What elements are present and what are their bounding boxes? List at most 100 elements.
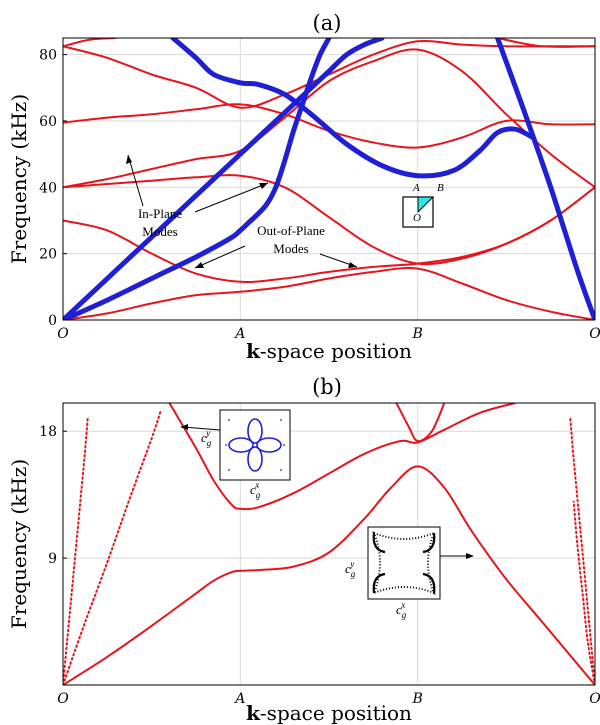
inset2-ylabel-sub: g bbox=[351, 569, 356, 579]
inset1-xlabel-c: c bbox=[250, 482, 256, 497]
inset1-scatter-dots bbox=[225, 419, 285, 471]
inset1-dot bbox=[280, 419, 282, 421]
out-of-plane-label-line2: Modes bbox=[273, 241, 308, 256]
inset1-lobe-bottom bbox=[247, 446, 263, 472]
inset1-lobe-left bbox=[228, 437, 254, 453]
inset1-lobe-top bbox=[247, 418, 263, 444]
inset1-arrow bbox=[182, 426, 221, 431]
x-tick-label: O bbox=[57, 326, 69, 342]
panel-a-curves bbox=[63, 38, 595, 320]
inset1-lobes bbox=[228, 418, 282, 472]
inset1-dot bbox=[283, 444, 285, 446]
out-of-plane-arrowhead-1 bbox=[195, 262, 204, 268]
inset1-xlabel-sub: g bbox=[256, 490, 261, 500]
inset2-xlabel-sub: g bbox=[402, 610, 407, 620]
in-plane-branch bbox=[495, 38, 595, 320]
inset-irreducible-zone bbox=[417, 196, 435, 214]
inset2-ylabel-sup: y bbox=[349, 559, 354, 569]
inset1-arrowhead bbox=[180, 424, 188, 430]
inset1-dot bbox=[225, 444, 227, 446]
panel-b-axes-frame bbox=[62, 402, 596, 686]
y-tick-label: 18 bbox=[39, 424, 57, 440]
in-plane-label-line1: In-Plane bbox=[138, 206, 182, 221]
out-of-plane-branch bbox=[497, 38, 595, 48]
in-plane-branch bbox=[170, 38, 536, 179]
inset1-ylabel-sup: y bbox=[205, 428, 210, 438]
out-of-plane-branch bbox=[63, 103, 595, 149]
panel-b-y-axis-label: Frequency (kHz) bbox=[7, 459, 31, 629]
y-tick-label: 0 bbox=[48, 313, 57, 329]
x-tick-label: O bbox=[589, 326, 600, 342]
in-plane-label-line2: Modes bbox=[142, 224, 177, 239]
panel-a-x-axis-label-rest: -space position bbox=[260, 339, 412, 363]
panel-b-x-axis-label: k-space position bbox=[246, 701, 412, 725]
panel-b-y-tick-labels: 9 18 bbox=[39, 424, 57, 567]
panel-b-grid bbox=[63, 403, 595, 685]
y-tick-label: 60 bbox=[39, 114, 57, 130]
dispersion-branch bbox=[63, 465, 595, 685]
x-tick-label: B bbox=[412, 326, 423, 342]
inset2-frame bbox=[367, 526, 441, 600]
panel-b: (b) 9 18 O A B O Frequency (kHz) k-space pos… bbox=[7, 375, 600, 725]
panel-a-y-tick-labels: 0 20 40 60 80 bbox=[39, 48, 57, 329]
inset2-corner-cusps bbox=[372, 532, 436, 594]
panel-a-label: (a) bbox=[313, 11, 342, 35]
out-of-plane-arrowhead-2 bbox=[348, 262, 357, 268]
inset-label-b: B bbox=[437, 182, 444, 194]
inset1-xlabel-sup: x bbox=[254, 480, 259, 490]
inset2-ylabel: cgy bbox=[345, 559, 356, 579]
x-tick-label: A bbox=[233, 691, 245, 707]
panel-a: (a) 0 20 40 60 80 O A B O Frequency (kHz) k-spa… bbox=[7, 11, 600, 363]
inset2-ylabel-c: c bbox=[345, 561, 351, 576]
inset1-dot bbox=[228, 469, 230, 471]
in-plane-arrowhead-2 bbox=[259, 183, 268, 189]
panel-a-x-axis-label: k-space position bbox=[246, 339, 412, 363]
group-velocity-inset-1: cgy cgx bbox=[180, 409, 291, 500]
x-tick-label: B bbox=[412, 691, 423, 707]
inset1-ylabel-c: c bbox=[201, 430, 207, 445]
panel-b-curves bbox=[63, 403, 595, 685]
panel-a-y-axis-label: Frequency (kHz) bbox=[7, 94, 31, 264]
inset-label-o: O bbox=[413, 212, 421, 224]
out-of-plane-branch bbox=[63, 38, 117, 48]
inset1-xlabel: cgx bbox=[250, 480, 261, 500]
y-tick-label: 9 bbox=[48, 551, 57, 567]
in-plane-arrow-2 bbox=[194, 182, 269, 213]
inset1-frame bbox=[219, 409, 291, 481]
inset2-xlabel: cgx bbox=[396, 600, 407, 620]
y-tick-label: 80 bbox=[39, 48, 57, 64]
inset1-dot bbox=[280, 469, 282, 471]
y-tick-label: 40 bbox=[39, 180, 57, 196]
dotted-branch bbox=[569, 416, 595, 685]
panel-b-label: (b) bbox=[312, 375, 342, 399]
x-tick-label: O bbox=[57, 691, 69, 707]
out-of-plane-branch bbox=[63, 267, 595, 320]
dotted-branch bbox=[63, 410, 162, 685]
x-tick-label: A bbox=[233, 326, 245, 342]
inset1-ylabel-sub: g bbox=[207, 438, 212, 448]
panel-b-x-axis-label-bold: k bbox=[246, 701, 261, 725]
dispersion-branch bbox=[395, 403, 446, 443]
brillouin-zone-inset: A B O bbox=[402, 182, 444, 228]
inset2-xlabel-c: c bbox=[396, 602, 402, 617]
group-velocity-inset-2: cgy cgx bbox=[345, 526, 474, 620]
y-tick-label: 20 bbox=[39, 247, 57, 263]
out-of-plane-label-line1: Out-of-Plane bbox=[257, 223, 325, 238]
panel-a-annotations: In-Plane Modes Out-of-Plane Modes bbox=[126, 154, 358, 269]
in-plane-arrowhead-1 bbox=[126, 155, 132, 164]
out-of-plane-branch bbox=[63, 174, 595, 266]
inset2-xlabel-sup: x bbox=[400, 600, 405, 610]
inset1-dot bbox=[228, 419, 230, 421]
inset1-ylabel: cgy bbox=[201, 428, 212, 448]
panel-b-x-axis-label-rest: -space position bbox=[260, 701, 412, 725]
in-plane-branch bbox=[63, 38, 385, 320]
dispersion-branch bbox=[168, 403, 516, 511]
panel-a-x-axis-label-bold: k bbox=[246, 339, 261, 363]
panel-a-axes-frame bbox=[62, 37, 596, 321]
out-of-plane-arrow-1 bbox=[194, 245, 246, 269]
inset1-lobe-right bbox=[256, 437, 282, 453]
inset-label-a: A bbox=[412, 182, 420, 194]
dotted-branch bbox=[572, 500, 595, 685]
